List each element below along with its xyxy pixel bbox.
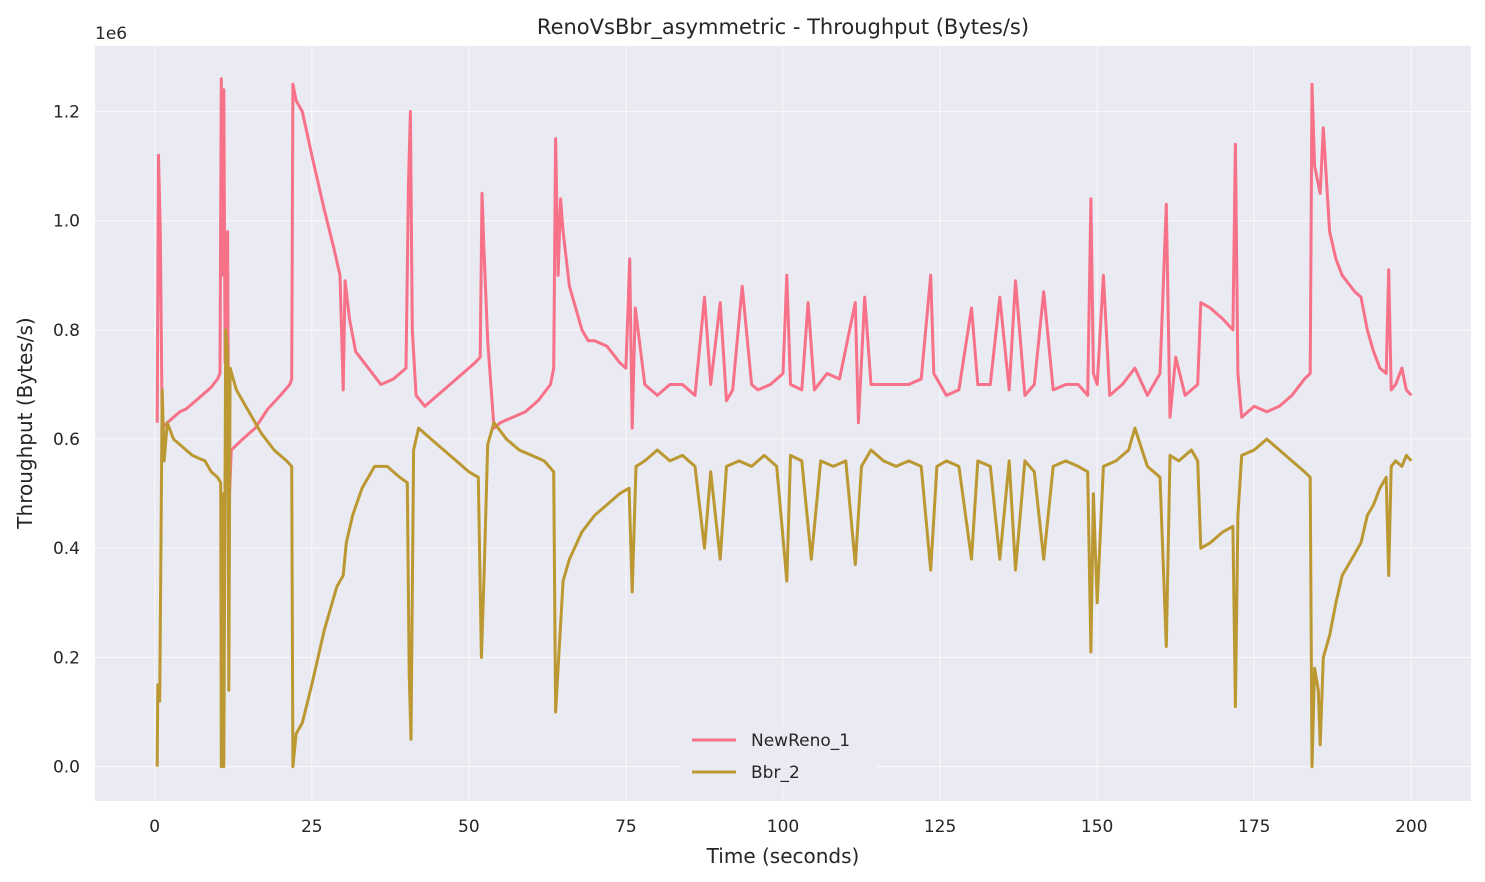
x-axis-label: Time (seconds) — [706, 844, 860, 868]
x-tick-label: 75 — [615, 817, 637, 837]
y-tick-label: 0.8 — [53, 321, 80, 341]
legend-label: Bbr_2 — [751, 763, 800, 783]
y-tick-label: 0.4 — [53, 539, 80, 559]
y-tick-label: 1.2 — [53, 103, 80, 123]
x-tick-label: 25 — [301, 817, 323, 837]
x-tick-label: 0 — [149, 817, 160, 837]
chart-title: RenoVsBbr_asymmetric - Throughput (Bytes… — [537, 15, 1029, 40]
legend: NewReno_1 Bbr_2 — [680, 722, 876, 790]
x-tick-label: 150 — [1081, 817, 1113, 837]
x-tick-label: 125 — [924, 817, 956, 837]
y-tick-label: 0.6 — [53, 430, 80, 450]
y-axis-label: Throughput (Bytes/s) — [13, 317, 37, 529]
y-tick-label: 0.2 — [53, 648, 80, 668]
series-layer — [155, 77, 1413, 769]
legend-label: NewReno_1 — [751, 731, 850, 751]
x-tick-label: 100 — [767, 817, 799, 837]
x-tick-label: 200 — [1395, 817, 1427, 837]
series-line-newreno-1 — [155, 77, 1413, 512]
y-tick-label: 1.0 — [53, 212, 80, 232]
series-line-bbr-2 — [155, 328, 1413, 769]
x-tick-label: 50 — [458, 817, 480, 837]
y-axis-offset-label: 1e6 — [95, 24, 127, 44]
x-tick-label: 175 — [1238, 817, 1270, 837]
tick-labels: 0 25 50 75 100 125 150 175 200 0.0 0.2 0.4 0.6 0.8 1.0… — [53, 103, 1428, 837]
y-tick-label: 0.0 — [53, 758, 80, 778]
